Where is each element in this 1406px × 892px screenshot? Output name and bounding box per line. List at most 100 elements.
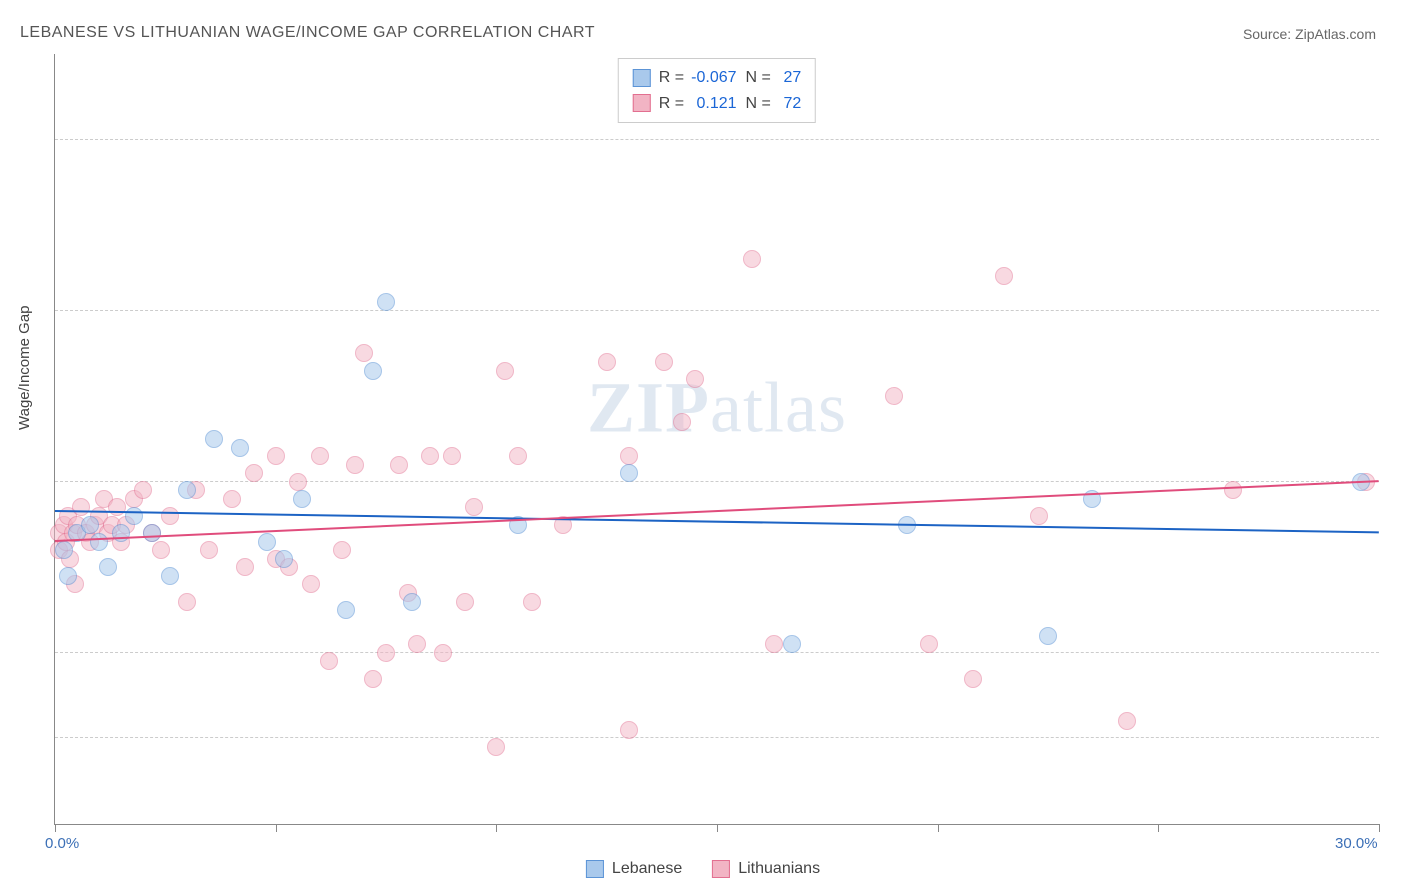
watermark: ZIPatlas — [587, 367, 847, 450]
data-point — [1224, 481, 1242, 499]
x-tick — [1379, 824, 1380, 832]
data-point — [743, 250, 761, 268]
x-tick — [276, 824, 277, 832]
data-point — [320, 652, 338, 670]
data-point — [152, 541, 170, 559]
data-point — [620, 447, 638, 465]
gridline — [55, 737, 1379, 738]
data-point — [443, 447, 461, 465]
legend-row-lebanese: R = -0.067 N = 27 — [633, 65, 801, 91]
data-point — [885, 387, 903, 405]
data-point — [125, 507, 143, 525]
data-point — [178, 481, 196, 499]
x-tick — [717, 824, 718, 832]
data-point — [311, 447, 329, 465]
legend-item-lithuanians: Lithuanians — [712, 860, 820, 878]
data-point — [598, 353, 616, 371]
correlation-legend: R = -0.067 N = 27 R = 0.121 N = 72 — [618, 58, 816, 123]
data-point — [275, 550, 293, 568]
data-point — [364, 362, 382, 380]
data-point — [390, 456, 408, 474]
x-tick — [1158, 824, 1159, 832]
data-point — [134, 481, 152, 499]
data-point — [673, 413, 691, 431]
data-point — [403, 593, 421, 611]
data-point — [920, 635, 938, 653]
legend-label: Lithuanians — [738, 860, 820, 878]
data-point — [99, 558, 117, 576]
data-point — [995, 267, 1013, 285]
data-point — [377, 644, 395, 662]
data-point — [293, 490, 311, 508]
data-point — [620, 721, 638, 739]
data-point — [620, 464, 638, 482]
data-point — [333, 541, 351, 559]
x-tick — [496, 824, 497, 832]
data-point — [964, 670, 982, 688]
data-point — [346, 456, 364, 474]
data-point — [245, 464, 263, 482]
trendline — [55, 480, 1379, 542]
data-point — [686, 370, 704, 388]
data-point — [108, 498, 126, 516]
gridline — [55, 310, 1379, 311]
data-point — [1039, 627, 1057, 645]
data-point — [59, 567, 77, 585]
data-point — [364, 670, 382, 688]
data-point — [55, 541, 73, 559]
scatter-plot: ZIPatlas R = -0.067 N = 27 R = 0.121 N =… — [54, 54, 1379, 825]
legend-item-lebanese: Lebanese — [586, 860, 682, 878]
swatch-icon — [586, 860, 604, 878]
gridline — [55, 652, 1379, 653]
data-point — [223, 490, 241, 508]
data-point — [456, 593, 474, 611]
data-point — [178, 593, 196, 611]
data-point — [355, 344, 373, 362]
data-point — [112, 524, 130, 542]
data-point — [408, 635, 426, 653]
data-point — [509, 447, 527, 465]
x-tick-label: 0.0% — [45, 835, 79, 852]
y-axis-label: Wage/Income Gap — [16, 305, 33, 430]
data-point — [523, 593, 541, 611]
data-point — [655, 353, 673, 371]
source-label: Source: ZipAtlas.com — [1243, 26, 1376, 42]
data-point — [421, 447, 439, 465]
data-point — [337, 601, 355, 619]
data-point — [258, 533, 276, 551]
series-legend: Lebanese Lithuanians — [586, 860, 820, 878]
data-point — [236, 558, 254, 576]
data-point — [205, 430, 223, 448]
data-point — [496, 362, 514, 380]
x-tick — [938, 824, 939, 832]
legend-label: Lebanese — [612, 860, 682, 878]
chart-title: LEBANESE VS LITHUANIAN WAGE/INCOME GAP C… — [20, 24, 595, 42]
gridline — [55, 139, 1379, 140]
trendline — [55, 510, 1379, 533]
x-tick-label: 30.0% — [1335, 835, 1378, 852]
data-point — [161, 507, 179, 525]
data-point — [1118, 712, 1136, 730]
data-point — [72, 498, 90, 516]
data-point — [231, 439, 249, 457]
data-point — [161, 567, 179, 585]
data-point — [783, 635, 801, 653]
data-point — [302, 575, 320, 593]
swatch-icon — [633, 94, 651, 112]
x-tick — [55, 824, 56, 832]
data-point — [289, 473, 307, 491]
data-point — [1030, 507, 1048, 525]
swatch-icon — [712, 860, 730, 878]
data-point — [487, 738, 505, 756]
data-point — [90, 533, 108, 551]
data-point — [267, 447, 285, 465]
swatch-icon — [633, 69, 651, 87]
data-point — [143, 524, 161, 542]
data-point — [765, 635, 783, 653]
data-point — [200, 541, 218, 559]
data-point — [377, 293, 395, 311]
data-point — [434, 644, 452, 662]
data-point — [465, 498, 483, 516]
data-point — [81, 516, 99, 534]
legend-row-lithuanians: R = 0.121 N = 72 — [633, 91, 801, 117]
